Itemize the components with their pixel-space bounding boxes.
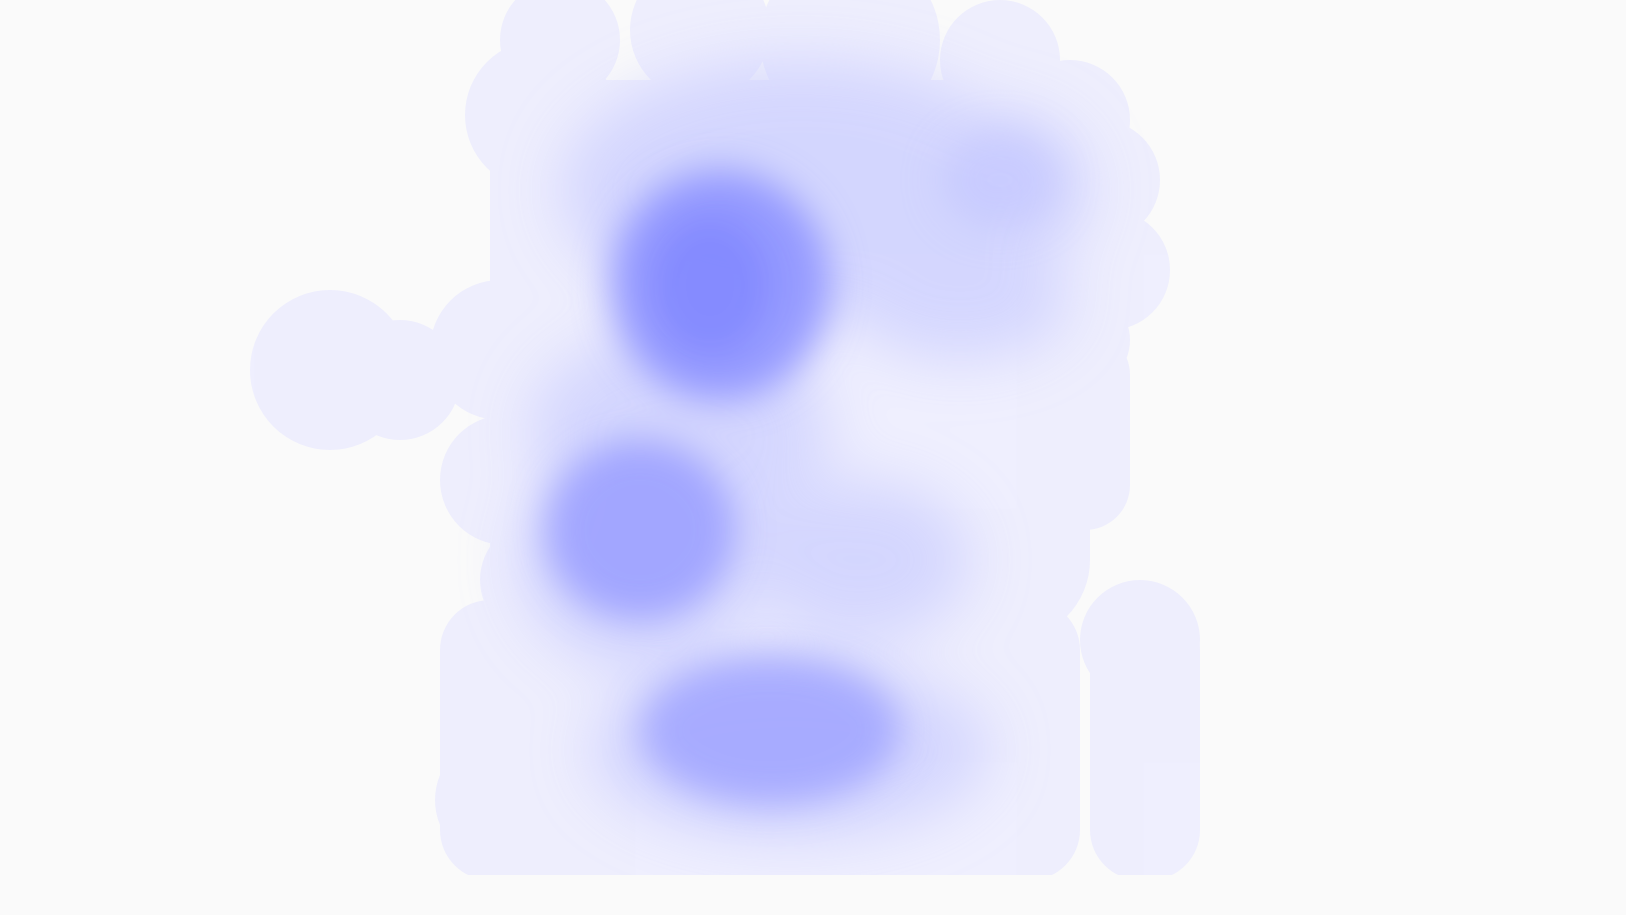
middle-hotspot (545, 440, 735, 620)
lower-hotspot (640, 655, 900, 805)
upper-right-lobe (940, 130, 1060, 230)
heatmap-hotspots (545, 130, 1060, 805)
